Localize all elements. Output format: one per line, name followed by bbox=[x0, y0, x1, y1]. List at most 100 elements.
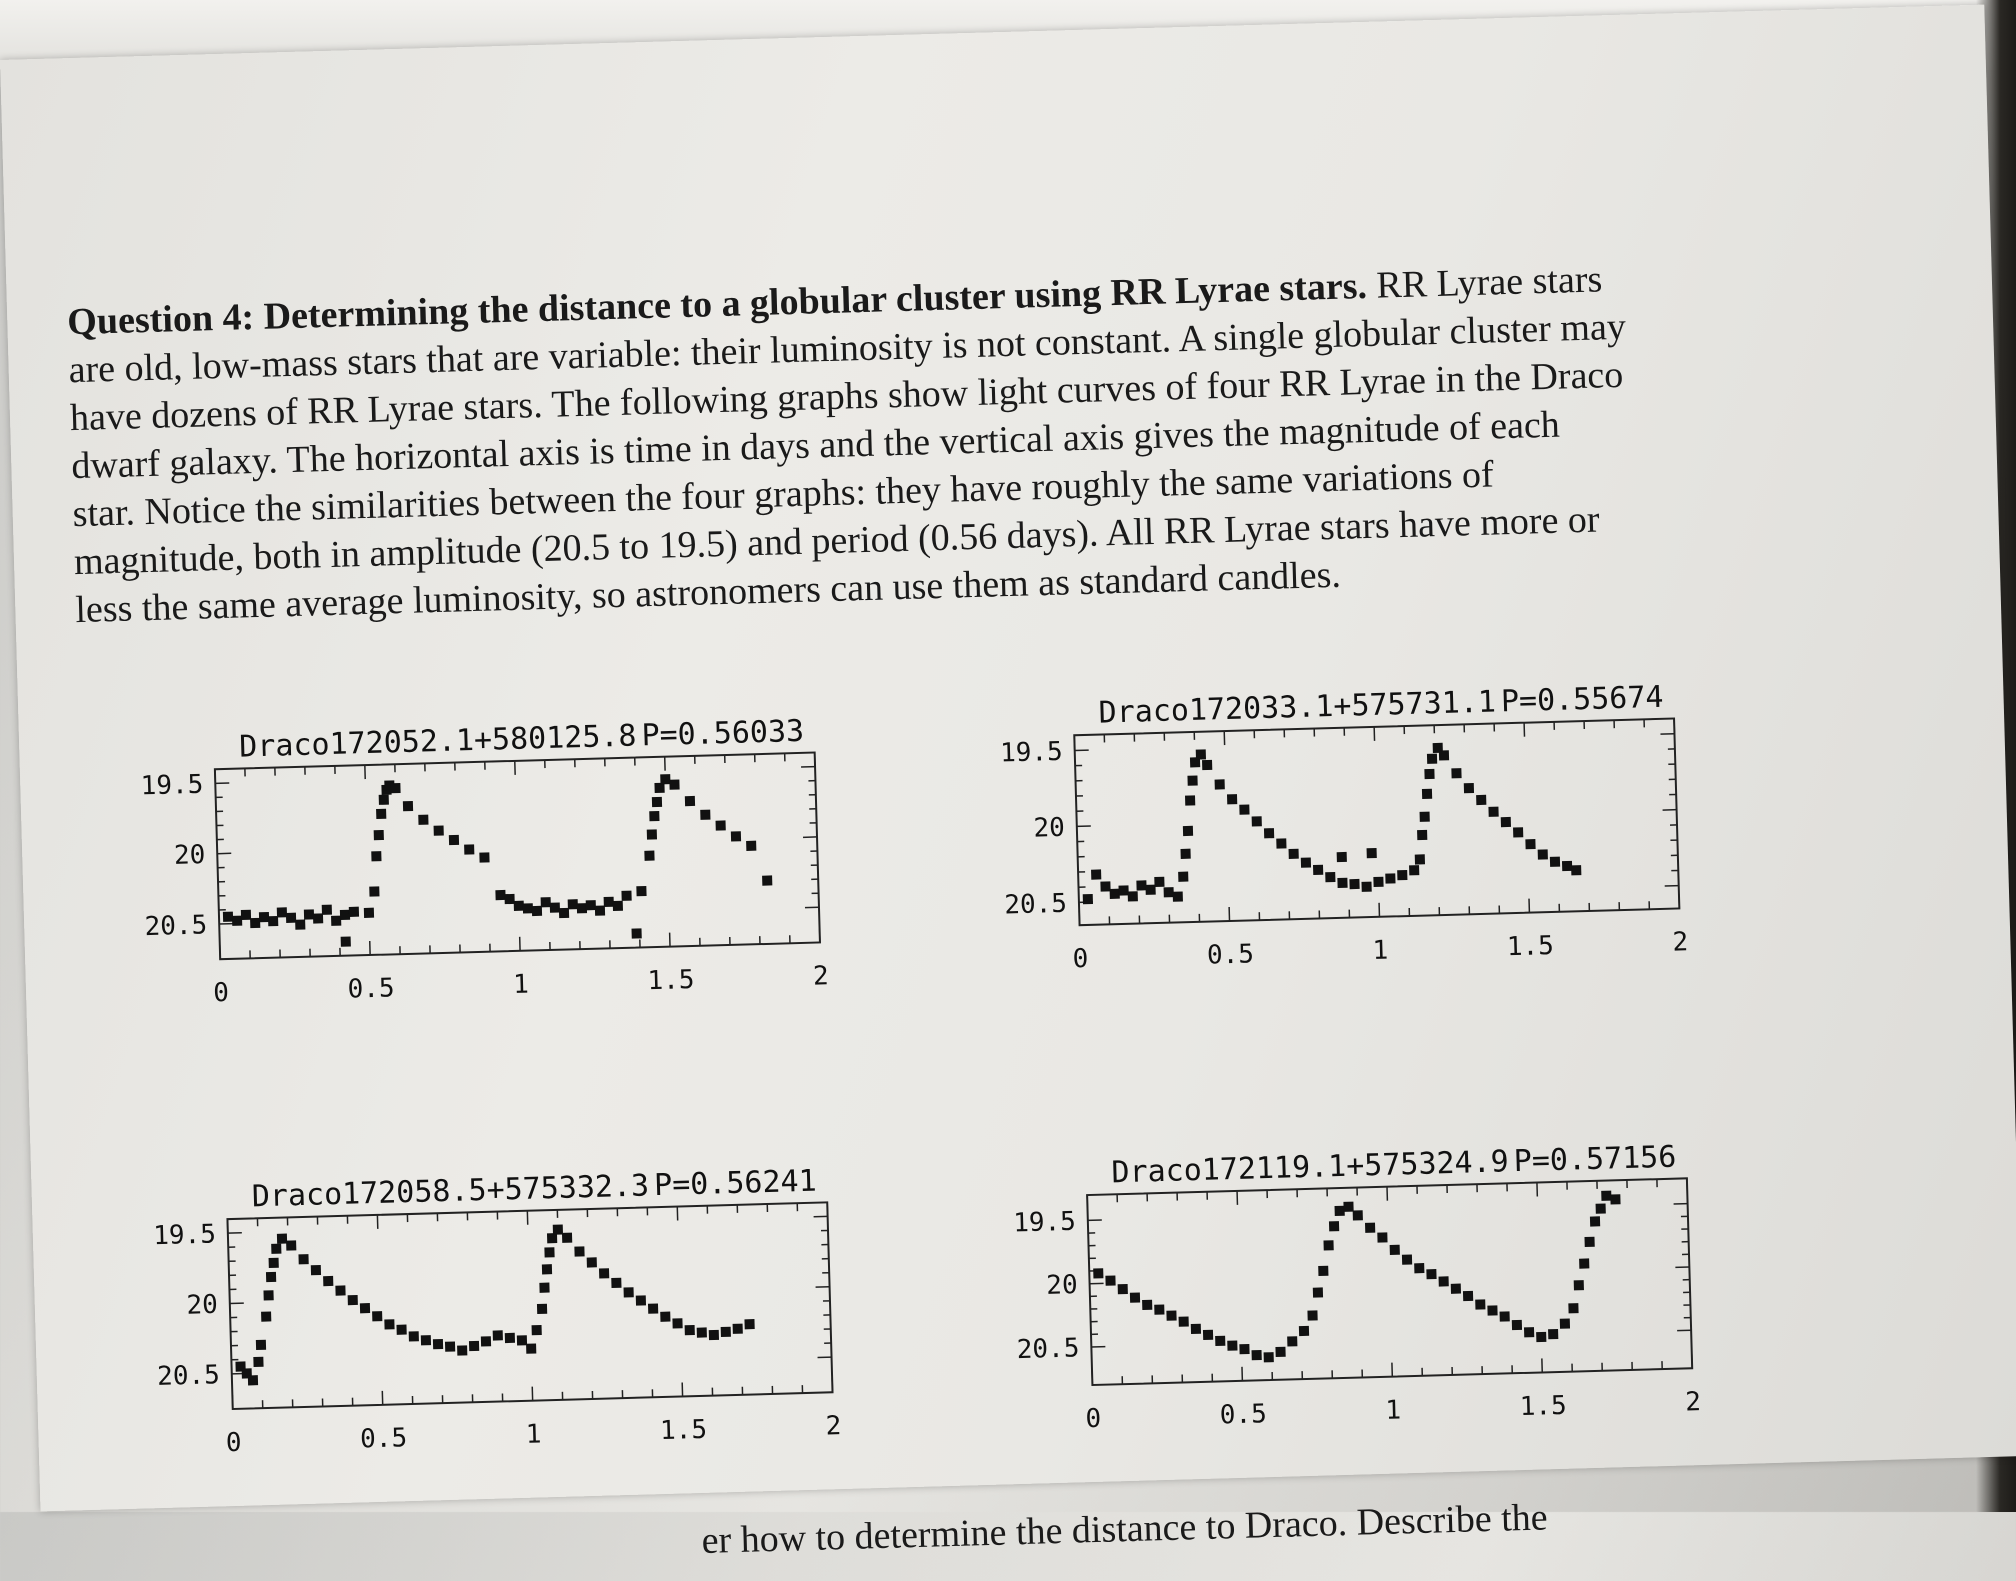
data-point bbox=[1525, 839, 1535, 849]
data-point bbox=[263, 1290, 273, 1300]
x-tick-label: 2 bbox=[825, 1411, 841, 1441]
data-point bbox=[636, 886, 646, 896]
data-point bbox=[1451, 1284, 1461, 1294]
x-tick-label: 0.5 bbox=[1207, 939, 1255, 970]
data-point bbox=[685, 796, 695, 806]
data-point bbox=[1574, 1280, 1584, 1290]
data-point bbox=[505, 1333, 515, 1343]
chart-title: Draco172058.5+575332.3 bbox=[251, 1168, 649, 1214]
data-point bbox=[1128, 891, 1138, 901]
data-point bbox=[1100, 881, 1110, 891]
x-tick-label: 1 bbox=[1372, 936, 1388, 966]
data-point bbox=[1289, 849, 1299, 859]
data-point bbox=[709, 1330, 719, 1340]
data-point bbox=[517, 1335, 527, 1345]
chart-title: Draco172033.1+575731.1 bbox=[1098, 684, 1496, 730]
data-point bbox=[660, 1312, 670, 1322]
data-point bbox=[532, 906, 542, 916]
data-point bbox=[1145, 885, 1155, 895]
data-point bbox=[250, 918, 260, 928]
data-point bbox=[1093, 1268, 1103, 1278]
data-point bbox=[1337, 878, 1347, 888]
data-point bbox=[421, 1335, 431, 1345]
x-tick-label: 2 bbox=[1685, 1387, 1701, 1417]
data-point bbox=[1385, 873, 1395, 883]
period-label: P=0.57156 bbox=[1513, 1140, 1676, 1180]
data-point bbox=[1337, 852, 1347, 862]
data-point bbox=[631, 928, 641, 938]
data-point bbox=[1301, 857, 1311, 867]
period-label: P=0.56241 bbox=[654, 1164, 817, 1204]
data-point bbox=[1439, 1276, 1449, 1286]
data-point bbox=[636, 1295, 646, 1305]
data-point bbox=[1487, 1305, 1497, 1315]
data-point bbox=[1178, 872, 1188, 882]
data-point bbox=[1367, 848, 1377, 858]
data-point bbox=[1154, 877, 1164, 887]
data-point bbox=[256, 1340, 266, 1350]
data-point bbox=[1166, 1311, 1176, 1321]
data-point bbox=[1335, 1206, 1345, 1216]
y-tick-label: 20 bbox=[1046, 1270, 1078, 1301]
data-point bbox=[493, 1330, 503, 1340]
data-point bbox=[672, 1318, 682, 1328]
data-point bbox=[1307, 1310, 1317, 1320]
data-point bbox=[304, 909, 314, 919]
data-point bbox=[1584, 1237, 1594, 1247]
data-point bbox=[1203, 1330, 1213, 1340]
data-point bbox=[1130, 1293, 1140, 1303]
data-point bbox=[1426, 1269, 1436, 1279]
x-tick-label: 0.5 bbox=[1219, 1399, 1267, 1430]
y-tick-label: 19.5 bbox=[153, 1220, 216, 1252]
data-point bbox=[1377, 1232, 1387, 1242]
data-point bbox=[716, 820, 726, 830]
data-point bbox=[1252, 816, 1262, 826]
data-point bbox=[1318, 1266, 1328, 1276]
data-point bbox=[1427, 754, 1437, 764]
data-point bbox=[762, 875, 772, 885]
data-point bbox=[1475, 1299, 1485, 1309]
data-point bbox=[685, 1325, 695, 1335]
paper-sheet: Question 4: Determining the distance to … bbox=[0, 5, 2016, 1512]
data-point bbox=[323, 1276, 333, 1286]
x-tick-label: 2 bbox=[1672, 927, 1688, 957]
data-point bbox=[311, 1265, 321, 1275]
data-point bbox=[369, 886, 379, 896]
data-point bbox=[587, 1257, 597, 1267]
data-point bbox=[568, 899, 578, 909]
data-point bbox=[268, 916, 278, 926]
data-point bbox=[360, 1303, 370, 1313]
data-point bbox=[1414, 1263, 1424, 1273]
data-point bbox=[1524, 1327, 1534, 1337]
data-point bbox=[469, 1341, 479, 1351]
data-point bbox=[376, 809, 386, 819]
data-point bbox=[1463, 1291, 1473, 1301]
data-point bbox=[731, 831, 741, 841]
data-point bbox=[1154, 1305, 1164, 1315]
data-point bbox=[1183, 826, 1193, 836]
data-point bbox=[562, 1233, 572, 1243]
data-point bbox=[1596, 1203, 1606, 1213]
data-point bbox=[697, 1327, 707, 1337]
data-point bbox=[1512, 1320, 1522, 1330]
data-point bbox=[532, 1325, 542, 1335]
data-point bbox=[644, 851, 654, 861]
data-point bbox=[1464, 783, 1474, 793]
data-point bbox=[1136, 880, 1146, 890]
data-point bbox=[335, 1285, 345, 1295]
data-point bbox=[1365, 1223, 1375, 1233]
x-tick-label: 1 bbox=[525, 1419, 541, 1449]
data-point bbox=[241, 910, 251, 920]
data-point bbox=[624, 1287, 634, 1297]
data-point bbox=[611, 1278, 621, 1288]
data-point bbox=[537, 1304, 547, 1314]
data-point bbox=[259, 912, 269, 922]
data-point bbox=[1417, 830, 1427, 840]
x-tick-label: 1.5 bbox=[1519, 1391, 1567, 1422]
data-point bbox=[1287, 1336, 1297, 1346]
data-point bbox=[1227, 1340, 1237, 1350]
data-point bbox=[1196, 749, 1206, 759]
data-point bbox=[553, 1224, 563, 1234]
x-tick-label: 1.5 bbox=[660, 1415, 708, 1446]
